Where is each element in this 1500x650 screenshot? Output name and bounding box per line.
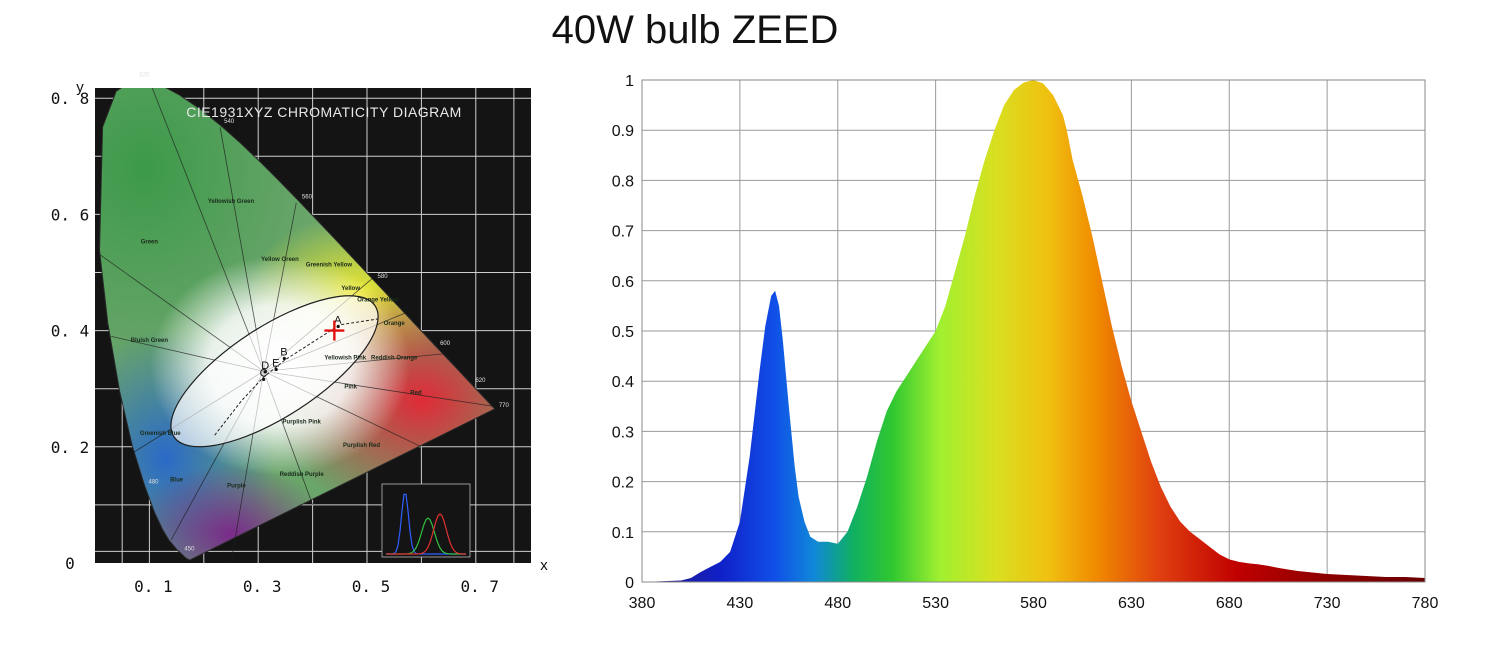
cie-region-label: Purplish Pink xyxy=(283,420,322,426)
spectrum-x-tick-label: 480 xyxy=(824,595,851,612)
cie-locus-outline xyxy=(98,88,496,561)
cie-region-label: Bluish Green xyxy=(131,338,169,344)
cie-reference-label: C xyxy=(260,367,268,379)
cie-reference-dot xyxy=(262,377,266,382)
cie-region-label: Greenish Blue xyxy=(140,431,181,437)
page-title: 40W bulb ZEED xyxy=(551,8,839,52)
spectrum-y-tick-label: 0.8 xyxy=(612,173,634,190)
cie-region-label: Blue xyxy=(170,478,184,484)
spectrum-y-tick-label: 0 xyxy=(625,575,634,592)
spectrum-y-tick-label: 0.3 xyxy=(612,424,634,441)
cie-wavelength-label: 600 xyxy=(440,341,451,347)
spectrum-y-tick-label: 0.2 xyxy=(612,475,634,492)
cie-region-label: Orange xyxy=(384,321,406,327)
cie-purple-zone xyxy=(131,463,331,561)
spectrum-chart: 0 0.1 0.2 0.3 0.4 0.5 0.6 0.7 0.8 0.9 1 380 430 480 5… xyxy=(612,73,1439,612)
spectrum-x-tick-label: 580 xyxy=(1020,595,1047,612)
cie-reference-label: D xyxy=(261,360,269,372)
cie-chromaticity-chart: Green Yellowish Green Yellow Green Greenish… xyxy=(51,72,549,596)
chromaticity-marker xyxy=(324,320,345,341)
cie-region-label: Purple xyxy=(227,483,246,489)
spectrum-y-tick-label: 0.5 xyxy=(612,324,634,341)
cie-region-label: Yellowish Green xyxy=(208,199,255,205)
cie-y-tick-label: 0. 6 xyxy=(51,205,90,224)
cie-wavelength-label: 770 xyxy=(499,403,510,409)
cie-y-tick-label: 0. 4 xyxy=(51,322,90,341)
cie-axis-ticks: 0 0. 2 0. 4 0. 6 0. 8 0. 1 0. 3 0. 5 0. 7 xyxy=(51,89,499,596)
cie-y-tick-label: 0. 2 xyxy=(51,438,90,457)
cie-y-axis-label: y xyxy=(76,79,84,96)
cie-x-tick-label: 0. 7 xyxy=(461,577,500,596)
spectrum-x-tick-label: 430 xyxy=(727,595,754,612)
cie-region-label: Greenish Yellow xyxy=(306,263,353,269)
spectrum-y-tick-label: 0.4 xyxy=(612,374,634,391)
cie-wavelength-label: 580 xyxy=(378,274,389,280)
spectrum-x-tick-label: 780 xyxy=(1412,595,1439,612)
spectrum-x-ticks: 380 430 480 530 580 630 680 730 780 xyxy=(629,595,1439,612)
spectrum-x-tick-label: 730 xyxy=(1314,595,1341,612)
cie-reference-dot xyxy=(336,324,340,329)
spectrum-frame xyxy=(641,79,1426,583)
cie-wavelength-label: 560 xyxy=(302,194,313,200)
cie-wavelength-label: 620 xyxy=(475,378,486,384)
cie-wavelength-labels: 520 540 560 580 600 620 770 480 450 xyxy=(139,72,509,552)
spectrum-x-tick-label: 380 xyxy=(629,595,656,612)
cie-reference-label: B xyxy=(280,346,287,358)
spectrum-y-tick-label: 1 xyxy=(625,73,634,90)
cie-region-label: Reddish Orange xyxy=(371,356,418,362)
spectrum-y-tick-label: 0.1 xyxy=(612,525,634,542)
cie-region-label: Red xyxy=(410,391,422,397)
cie-x-tick-label: 0. 1 xyxy=(134,577,173,596)
cie-reference-label: A xyxy=(334,315,342,327)
cie-region-lines xyxy=(100,88,493,563)
cie-wavelength-label: 450 xyxy=(184,547,195,553)
cie-region-label: Pink xyxy=(344,385,357,391)
spectrum-x-tick-label: 530 xyxy=(922,595,949,612)
cie-reference-dot xyxy=(282,356,286,361)
cie-region-label: Yellow xyxy=(341,286,360,292)
cie-wavelength-label: 540 xyxy=(224,119,235,125)
spectrum-y-ticks: 0 0.1 0.2 0.3 0.4 0.5 0.6 0.7 0.8 0.9 1 xyxy=(612,73,634,592)
cie-region-label: Yellowish Pink xyxy=(324,356,366,362)
cie-wavelength-label: 520 xyxy=(139,72,150,78)
cie-region-label: Green xyxy=(141,239,159,245)
cie-region-labels: Green Yellowish Green Yellow Green Greenish… xyxy=(131,199,422,490)
spectrum-x-tick-label: 680 xyxy=(1216,595,1243,612)
cie-region-label: Orange Yellow xyxy=(357,298,399,304)
cie-y-tick-label: 0 xyxy=(65,554,75,573)
cie-region-label: Reddish Purple xyxy=(280,472,325,478)
cie-region-label: Yellow Green xyxy=(261,257,299,263)
cie-reference-dot xyxy=(263,370,267,374)
cie-region-label: Purplish Red xyxy=(343,443,380,449)
cie-reference-dot xyxy=(274,367,278,372)
cie-chart-title: CIE1931XYZ CHROMATICITY DIAGRAM xyxy=(186,104,462,120)
cie-inset-spectrum xyxy=(381,483,471,558)
cie-x-axis-label: x xyxy=(540,557,548,574)
spectrum-x-tick-label: 630 xyxy=(1118,595,1145,612)
spectrum-area xyxy=(642,80,1425,582)
spectrum-y-tick-label: 0.7 xyxy=(612,224,634,241)
spectrum-y-tick-label: 0.9 xyxy=(612,123,634,140)
cie-y-tick-label: 0. 8 xyxy=(51,89,90,108)
cie-reference-points: A BCD E xyxy=(260,315,342,382)
inset-red-curve xyxy=(386,513,466,555)
cie-boundary-line xyxy=(151,88,265,372)
spectrum-y-tick-label: 0.6 xyxy=(612,274,634,291)
cie-x-tick-label: 0. 5 xyxy=(352,577,391,596)
cie-wavelength-label: 480 xyxy=(149,480,160,486)
cie-x-tick-label: 0. 3 xyxy=(243,577,282,596)
cie-reference-label: E xyxy=(272,358,279,370)
